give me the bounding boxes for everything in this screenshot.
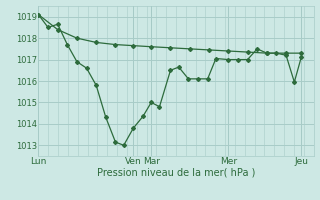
X-axis label: Pression niveau de la mer( hPa ): Pression niveau de la mer( hPa ) [97,168,255,178]
